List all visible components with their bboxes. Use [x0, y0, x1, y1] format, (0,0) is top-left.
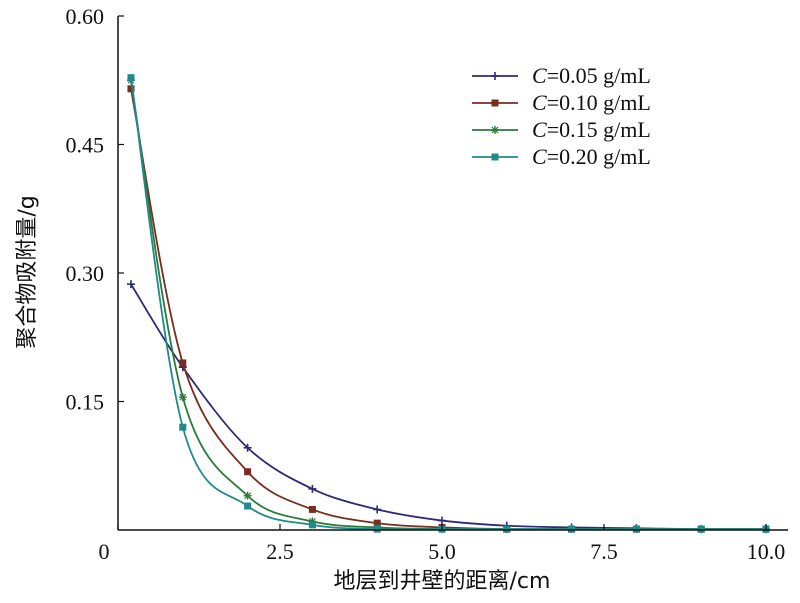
series-4-point: [632, 525, 640, 533]
y-axis-title: 聚合物吸附量/g: [15, 195, 40, 348]
series-2-point: [373, 519, 381, 527]
legend-marker-4: [491, 153, 499, 161]
series-4-point: [179, 423, 187, 431]
x-tick-label: 10.0: [747, 539, 786, 564]
series-3-point-d2: [179, 393, 187, 401]
x-tick-label: 7.5: [590, 539, 618, 564]
series-line-3: [130, 80, 766, 531]
series-4-point: [308, 521, 316, 529]
series-3-point: [178, 393, 187, 402]
y-tick-label: 0.45: [66, 133, 105, 158]
series-4-point: [697, 525, 705, 533]
series-4-point: [244, 502, 252, 510]
legend-variable: C: [532, 117, 547, 142]
series-4-point: [503, 525, 511, 533]
series-1-point: [243, 443, 252, 452]
legend-variable: C: [532, 63, 547, 88]
legend-variable: C: [532, 144, 547, 169]
series-line-4: [130, 77, 766, 531]
series-2-point: [244, 468, 252, 476]
series-2-point: [179, 359, 187, 367]
x-tick-label: 2.5: [266, 539, 294, 564]
legend-marker-1: [491, 72, 499, 80]
y-tick-label: 0.60: [66, 4, 105, 29]
legend-label-3: C=0.15 g/mL: [532, 117, 651, 142]
legend-variable: C: [532, 90, 547, 115]
x-tick-label: 5.0: [428, 539, 456, 564]
series-2-point: [127, 85, 135, 93]
series-1-point: [438, 516, 446, 525]
legend-marker-3: [491, 126, 499, 134]
y-tick-label: 0.15: [66, 390, 105, 415]
y-tick-label: 0.30: [66, 261, 105, 286]
legend-value: =0.15 g/mL: [547, 117, 651, 142]
legend-value: =0.05 g/mL: [547, 63, 651, 88]
series-1-point: [126, 280, 135, 289]
series-1-point: [308, 484, 317, 493]
legend-value: =0.20 g/mL: [547, 144, 651, 169]
series-4-point: [568, 525, 576, 533]
series-line-1: [130, 283, 767, 531]
legend-value: =0.10 g/mL: [547, 90, 651, 115]
legend-marker-3-d2: [491, 126, 499, 134]
legend-label-2: C=0.10 g/mL: [532, 90, 651, 115]
legend-label-1: C=0.05 g/mL: [532, 63, 651, 88]
legend-label-4: C=0.20 g/mL: [532, 144, 651, 169]
legend-marker-2: [491, 99, 499, 107]
series-3-point-d2: [244, 492, 252, 500]
series-4-point: [127, 74, 135, 82]
x-axis-title: 地层到井壁的距离/cm: [334, 569, 551, 594]
series-line-2: [130, 88, 766, 531]
series-1-point: [373, 505, 382, 514]
series-4-point: [373, 525, 381, 533]
series-2-point: [308, 505, 316, 513]
series-3-point: [243, 491, 252, 500]
origin-label: 0: [99, 539, 110, 564]
